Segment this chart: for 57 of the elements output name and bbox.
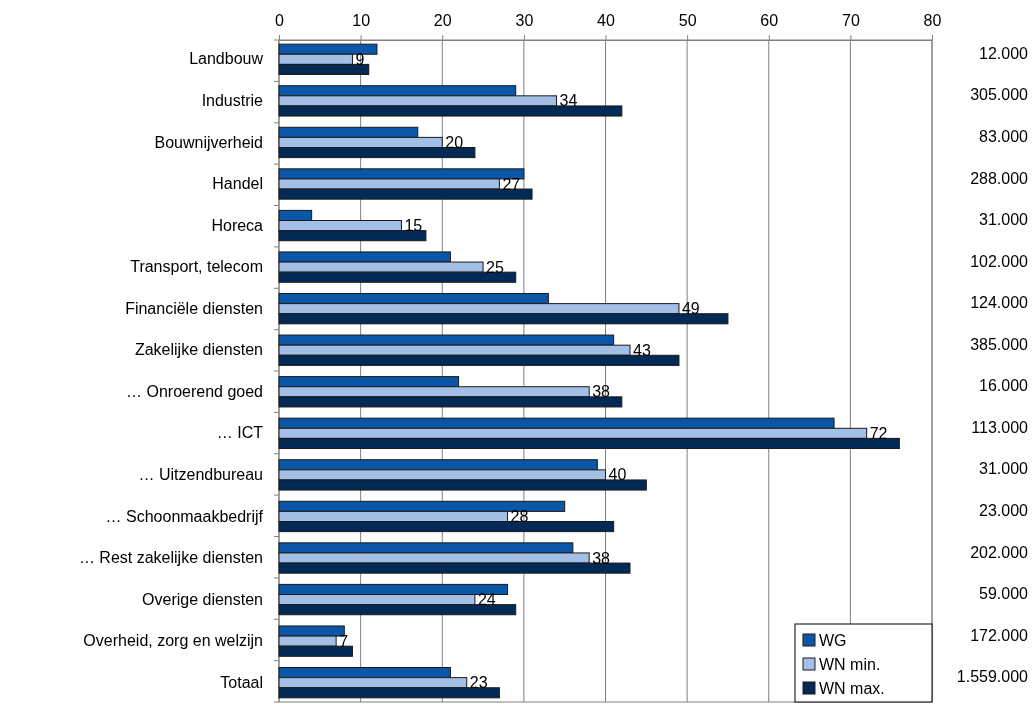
text: 1.559.000 (956, 668, 1029, 686)
y-tick-label: Zakelijke diensten (134, 341, 263, 359)
text: 172.000 (970, 626, 1029, 644)
y-tick-label: Transport, telecom (130, 258, 263, 276)
data-label: 28 (510, 508, 529, 526)
y-tick-label: … Rest zakelijke diensten (78, 549, 263, 567)
y-tick-label: Financiële diensten (125, 299, 263, 317)
data-label: 9 (355, 50, 365, 68)
data-label: 38 (592, 549, 611, 567)
data-label: 25 (486, 258, 504, 276)
text: 83.000 (979, 127, 1029, 145)
y-tick-label: Handel (212, 175, 263, 193)
data-label: 34 (559, 92, 578, 110)
x-tick-label: 10 (352, 12, 371, 29)
data-label: 15 (404, 217, 423, 235)
text: 202.000 (970, 543, 1029, 561)
y-tick-label: Totaal (220, 673, 263, 691)
text: 16.000 (979, 377, 1029, 395)
y-tick-label: Overige diensten (142, 590, 263, 608)
y-tick-label: … Uitzendbureau (138, 466, 263, 484)
text: 23.000 (979, 501, 1029, 519)
text: 31.000 (979, 211, 1029, 229)
x-tick-label: 70 (841, 12, 860, 29)
text: 385.000 (970, 335, 1029, 353)
data-label: 40 (608, 466, 627, 484)
text: 124.000 (970, 294, 1029, 312)
y-tick-label: … Schoonmaakbedrijf (105, 507, 264, 525)
data-label: 24 (477, 591, 496, 609)
y-tick-label: Industrie (201, 92, 264, 109)
data-label: 27 (502, 175, 521, 193)
y-tick-label: Landbouw (189, 50, 264, 68)
legend-label: WN min. (819, 655, 881, 673)
data-label: 7 (339, 632, 349, 650)
x-tick-label: 0 (275, 12, 285, 29)
x-tick-label: 60 (760, 12, 779, 29)
x-tick-label: 20 (433, 12, 452, 29)
y-tick-label: … ICT (216, 424, 264, 442)
x-tick-label: 40 (597, 12, 615, 29)
text: 113.000 (971, 418, 1029, 436)
text: 31.000 (979, 460, 1029, 478)
legend-label: WG (819, 631, 847, 649)
data-label: 20 (445, 134, 464, 152)
y-tick-label: Bouwnijverheid (154, 133, 263, 151)
text: 12.000 (979, 44, 1029, 62)
x-tick-label: 30 (515, 12, 534, 29)
legend-label: WN max. (819, 679, 885, 697)
text: 288.000 (970, 169, 1029, 187)
x-tick-label: 80 (923, 12, 942, 29)
text: 102.000 (970, 252, 1029, 270)
data-label: 43 (632, 341, 651, 359)
text: 305.000 (970, 86, 1029, 104)
y-tick-label: Horeca (211, 216, 264, 234)
y-tick-label: … Onroerend goed (126, 382, 263, 400)
y-tick-label: Overheid, zorg en welzijn (83, 632, 263, 650)
x-tick-label: 50 (678, 12, 697, 29)
data-label: 72 (869, 424, 888, 442)
text: 59.000 (979, 585, 1029, 603)
